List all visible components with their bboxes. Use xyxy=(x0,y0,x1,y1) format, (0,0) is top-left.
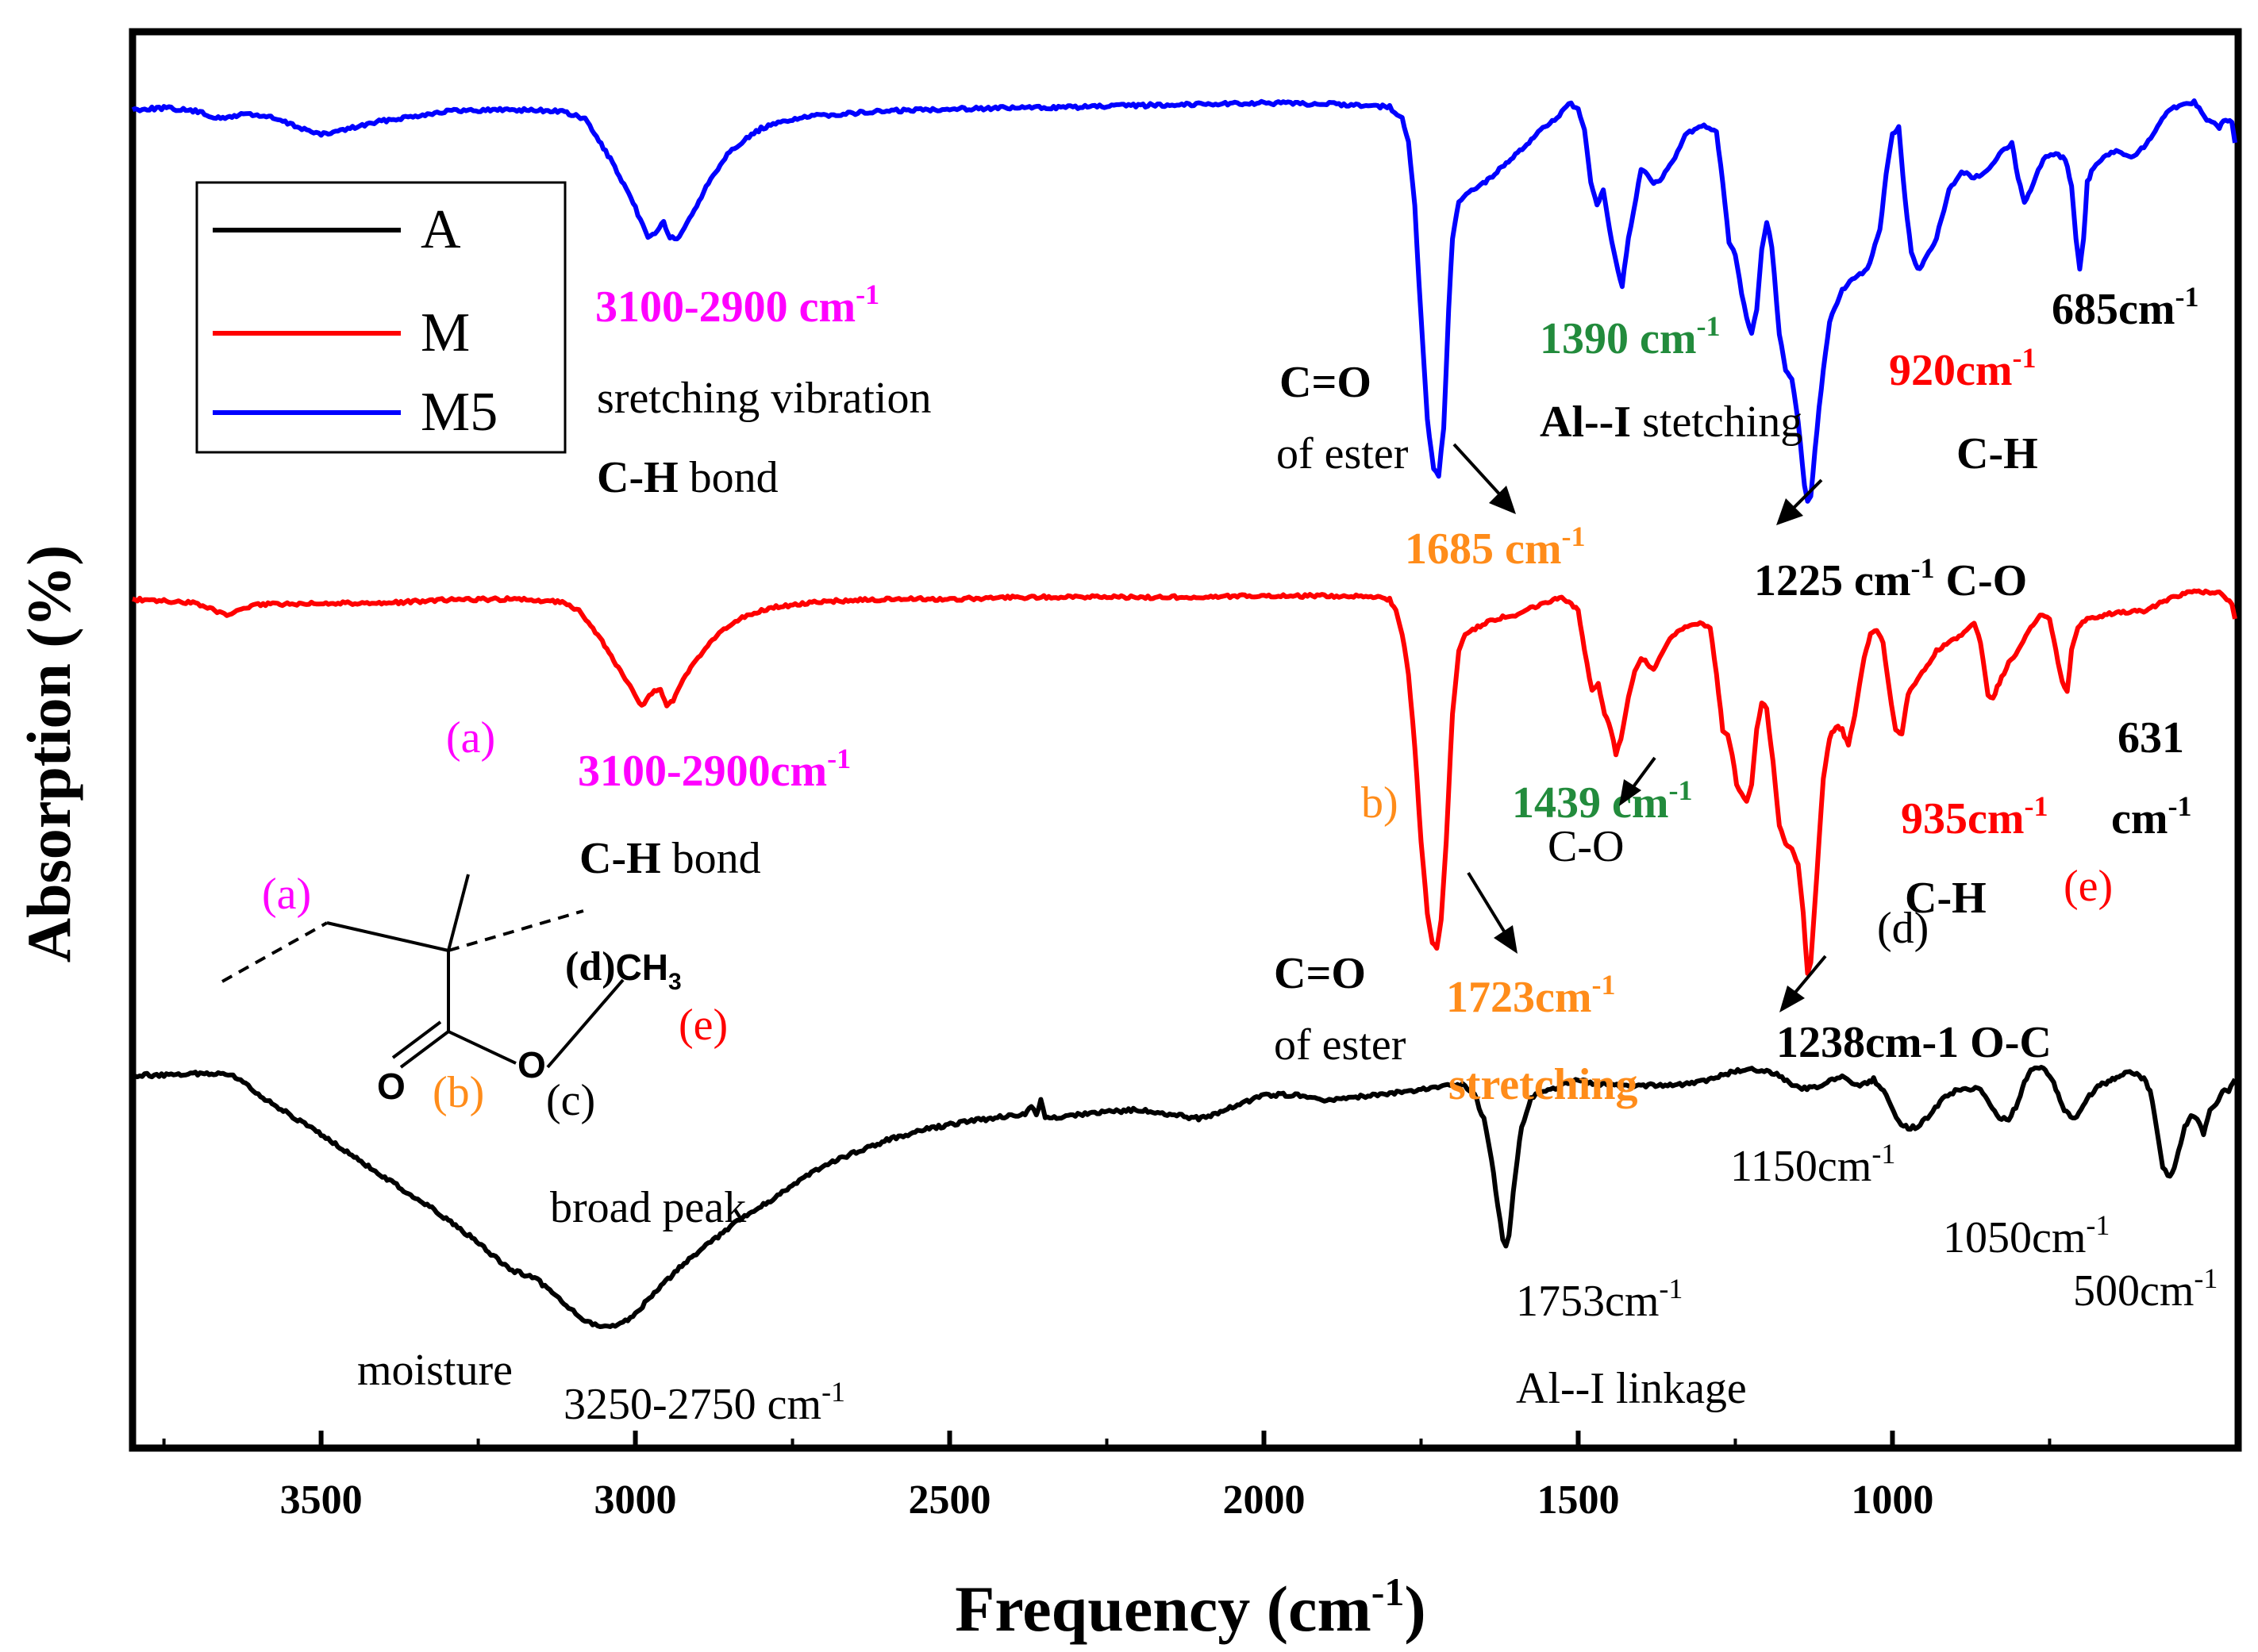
m-1238-arrowhead xyxy=(1779,985,1805,1012)
m5-co-label: C=O xyxy=(1279,358,1371,407)
m-b-label: b) xyxy=(1361,778,1398,828)
a-500-label: 500cm-1 xyxy=(2073,1262,2218,1316)
m5-al-i-label: Al--I stetching xyxy=(1540,398,1802,447)
m5-1685-label: 1685 cm-1 xyxy=(1405,521,1586,574)
m5-685-label: 685cm-1 xyxy=(2052,281,2199,334)
m5-co-arrowhead xyxy=(1489,486,1516,514)
m-1723-arrowhead xyxy=(1494,925,1518,954)
x-tick-label-1000: 1000 xyxy=(1851,1477,1933,1523)
m-d-label: (d) xyxy=(1877,904,1929,953)
m-a-label: (a) xyxy=(446,713,495,763)
x-axis-label: Frequency (cm-1) xyxy=(955,1569,1425,1645)
m5-1390-label: 1390 cm-1 xyxy=(1540,310,1721,363)
x-tick-label-3000: 3000 xyxy=(594,1477,677,1523)
legend-label-m: M xyxy=(421,302,470,363)
m5-of-ester-label: of ester xyxy=(1276,429,1409,478)
legend: A M M5 xyxy=(195,181,567,454)
m-ch-bond-label: C-H bond xyxy=(579,834,761,883)
a-1753-label: 1753cm-1 xyxy=(1516,1273,1683,1326)
series-line-m5 xyxy=(131,98,2237,504)
m5-co2-arrowhead xyxy=(1776,498,1803,525)
a-3250-label: 3250-2750 cm-1 xyxy=(564,1376,845,1429)
mol-o2-label: O xyxy=(517,1044,546,1085)
m-1439-arrowhead xyxy=(1619,779,1641,806)
x-tick-label-2000: 2000 xyxy=(1222,1477,1305,1523)
mol-c-label: (c) xyxy=(546,1076,595,1125)
molecule-structure: (a) (d)CH3 O O (b) (c) (e) xyxy=(221,870,728,1125)
m5-stretch-label: sretching vibration xyxy=(597,374,931,423)
mol-b-label: (b) xyxy=(433,1068,484,1117)
legend-label-m5: M5 xyxy=(421,382,498,443)
m5-920-label: 920cm-1 xyxy=(1889,342,2037,395)
a-1150-label: 1150cm-1 xyxy=(1730,1138,1895,1191)
x-axis-ticks: 3500 3000 2500 2000 1500 1000 xyxy=(162,1431,2052,1523)
m-of-ester-label: of ester xyxy=(1274,1020,1406,1070)
x-tick-label-2500: 2500 xyxy=(909,1477,991,1523)
mol-ch3-label: (d)CH3 xyxy=(565,944,682,995)
m-631-unit-label: cm-1 xyxy=(2111,790,2192,843)
mol-double-1 xyxy=(399,1030,450,1069)
m5-ch-bond-label: C-H bond xyxy=(597,453,779,502)
mol-bond-1 xyxy=(326,921,449,952)
mol-double-2 xyxy=(391,1020,442,1059)
a-al-i-label: Al--I linkage xyxy=(1516,1364,1747,1413)
legend-box xyxy=(195,181,567,454)
m-e-label: (e) xyxy=(2064,862,2113,911)
legend-label-a: A xyxy=(421,199,461,260)
mol-bond-5 xyxy=(546,978,625,1069)
m-co-ester-label: C=O xyxy=(1274,949,1366,998)
a-broad-peak-label: broad peak xyxy=(550,1183,746,1232)
m-ch-label: C-H xyxy=(1905,874,1987,923)
mol-dash-right xyxy=(448,909,584,952)
mol-dash-left xyxy=(221,921,328,983)
m5-1225-label: 1225 cm-1 C-O xyxy=(1754,552,2027,605)
mol-o1-label: O xyxy=(377,1066,406,1107)
mol-e-label: (e) xyxy=(679,1001,728,1050)
m-1238-label: 1238cm-1 O-C xyxy=(1776,1018,2052,1067)
m5-ch-label: C-H xyxy=(1956,429,2038,478)
m-ch-range-label: 3100-2900cm-1 xyxy=(578,743,851,796)
a-1050-label: 1050cm-1 xyxy=(1943,1209,2110,1262)
m5-ch-range-label: 3100-2900 cm-1 xyxy=(595,279,879,332)
m-935-label: 935cm-1 xyxy=(1901,790,2048,843)
series-line-m xyxy=(132,588,2237,976)
m-1439-label: 1439 cm-1 xyxy=(1512,774,1693,828)
mol-bond-2 xyxy=(447,874,470,951)
mol-bond-4 xyxy=(448,1030,517,1065)
m-1723-label: 1723cm-1 xyxy=(1446,969,1616,1022)
m-631-label: 631 xyxy=(2118,713,2184,763)
series-line-a xyxy=(132,1065,2237,1329)
plot-frame xyxy=(129,28,2242,1452)
m-stretching-label: stretching xyxy=(1448,1060,1638,1109)
a-moisture-label: moisture xyxy=(357,1346,513,1395)
m-co-label: C-O xyxy=(1548,822,1624,871)
mol-a-label: (a) xyxy=(262,870,311,919)
series-layer xyxy=(131,98,2237,1329)
y-axis-label: Absorption (%) xyxy=(14,545,83,963)
x-tick-label-3500: 3500 xyxy=(280,1477,363,1523)
x-tick-label-1500: 1500 xyxy=(1537,1477,1619,1523)
